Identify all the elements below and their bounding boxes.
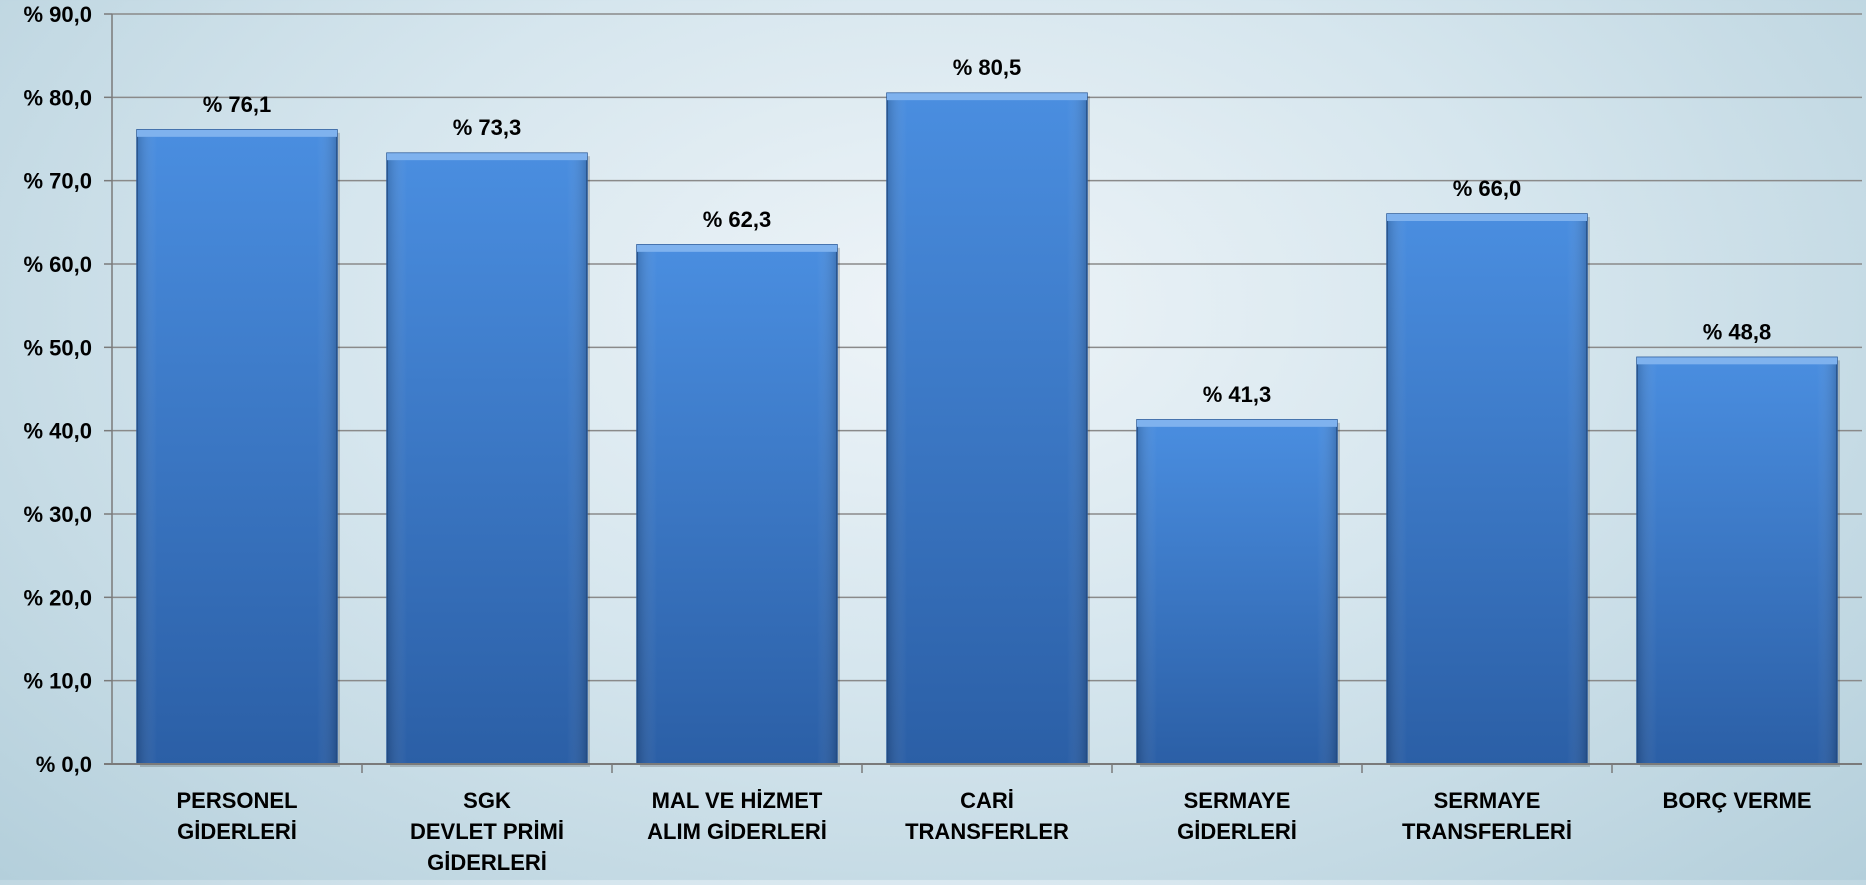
x-tick-label-line: GİDERLERİ bbox=[177, 819, 297, 844]
data-label: % 41,3 bbox=[1203, 382, 1272, 407]
x-tick-label-line: PERSONEL bbox=[176, 788, 297, 813]
bar bbox=[886, 92, 1090, 767]
y-tick-label: % 90,0 bbox=[24, 2, 93, 27]
x-tick-label-line: SERMAYE bbox=[1184, 788, 1291, 813]
x-tick-label-line: MAL VE HİZMET bbox=[652, 788, 823, 813]
y-tick-label: % 80,0 bbox=[24, 85, 93, 110]
bar-sheen bbox=[887, 93, 1087, 764]
x-tick-label: SGK DEVLET PRİMİ GİDERLERİ bbox=[410, 788, 564, 875]
bar-top-bevel bbox=[387, 153, 587, 161]
y-tick-label: % 30,0 bbox=[24, 502, 93, 527]
x-tick-label: PERSONEL GİDERLERİ bbox=[176, 788, 297, 844]
bar bbox=[386, 152, 590, 767]
x-tick-label-line: SGK bbox=[463, 788, 511, 813]
bar-sheen bbox=[137, 129, 337, 765]
x-tick-label-line: ALIM GİDERLERİ bbox=[647, 819, 827, 844]
bar bbox=[636, 244, 840, 768]
bar-sheen bbox=[1637, 357, 1837, 764]
y-tick-label: % 10,0 bbox=[24, 669, 93, 694]
bar-top-bevel bbox=[1387, 214, 1587, 221]
x-tick-label-line: CARİ bbox=[960, 788, 1014, 813]
data-label: % 80,5 bbox=[953, 55, 1022, 80]
bar-sheen bbox=[1387, 214, 1587, 764]
bar bbox=[1386, 213, 1590, 767]
x-tick-label-line: SERMAYE bbox=[1434, 788, 1541, 813]
bar-sheen bbox=[387, 153, 587, 764]
bar-sheen bbox=[1137, 419, 1337, 764]
bar-top-bevel bbox=[637, 244, 837, 252]
y-tick-label: % 40,0 bbox=[24, 419, 93, 444]
y-tick-label: % 50,0 bbox=[24, 335, 93, 360]
x-axis-category-labels: PERSONEL GİDERLERİ SGK DEVLET PRİMİ GİDERLER… bbox=[176, 788, 1811, 875]
data-labels: % 76,1 % 73,3 % 62,3 % 80,5 % 41,3 % 66,0 % 48… bbox=[203, 55, 1772, 407]
data-label: % 62,3 bbox=[703, 207, 772, 232]
y-axis-tick-labels: % 0,0 % 10,0 % 20,0 % 30,0 % 40,0 % 50,0 % 60,… bbox=[24, 2, 93, 777]
x-tick-label-line: GİDERLERİ bbox=[427, 850, 547, 875]
x-tick-label: SERMAYE TRANSFERLERİ bbox=[1402, 788, 1572, 844]
data-label: % 66,0 bbox=[1453, 176, 1522, 201]
x-tick-label-line: TRANSFERLERİ bbox=[1402, 819, 1572, 844]
x-tick-label: SERMAYE GİDERLERİ bbox=[1177, 788, 1297, 844]
y-tick-label: % 60,0 bbox=[24, 252, 93, 277]
x-tick-label-line: DEVLET PRİMİ bbox=[410, 819, 564, 844]
x-tick-label: BORÇ VERME bbox=[1662, 788, 1811, 813]
data-label: % 48,8 bbox=[1703, 319, 1772, 344]
bar-top-bevel bbox=[137, 129, 337, 137]
data-label: % 76,1 bbox=[203, 92, 272, 117]
x-tick-label-line: GİDERLERİ bbox=[1177, 819, 1297, 844]
y-tick-label: % 20,0 bbox=[24, 585, 93, 610]
data-label: % 73,3 bbox=[453, 115, 522, 140]
y-tick-label: % 70,0 bbox=[24, 169, 93, 194]
bar-top-bevel bbox=[1137, 419, 1337, 427]
bar-top-bevel bbox=[1637, 357, 1837, 365]
axes bbox=[104, 14, 1862, 773]
x-tick-label: MAL VE HİZMET ALIM GİDERLERİ bbox=[647, 788, 827, 844]
y-tick-label: % 0,0 bbox=[36, 752, 92, 777]
bars bbox=[136, 92, 1840, 768]
bar bbox=[1636, 356, 1840, 767]
x-tick-label-line: TRANSFERLER bbox=[905, 819, 1069, 844]
bar-top-bevel bbox=[887, 93, 1087, 101]
bar bbox=[136, 129, 340, 768]
bar bbox=[1136, 419, 1340, 767]
bar-sheen bbox=[637, 244, 837, 765]
x-tick-label: CARİ TRANSFERLER bbox=[905, 788, 1069, 844]
x-tick-label-line: BORÇ VERME bbox=[1662, 788, 1811, 813]
